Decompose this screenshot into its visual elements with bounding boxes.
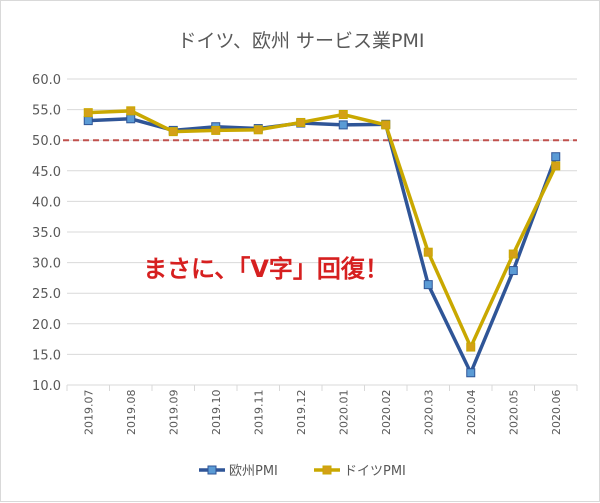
y-tick-label: 40.0 bbox=[32, 195, 61, 210]
annotation: まさに、「V字」回復！ bbox=[143, 255, 389, 283]
x-tick-label: 2020.03 bbox=[422, 390, 435, 436]
data-point bbox=[338, 109, 348, 119]
data-point bbox=[126, 106, 136, 116]
y-tick-label: 60.0 bbox=[32, 73, 61, 88]
data-point bbox=[126, 114, 136, 124]
data-point bbox=[466, 342, 476, 352]
x-tick-label: 2020.01 bbox=[337, 390, 350, 436]
y-tick-label: 25.0 bbox=[32, 287, 61, 302]
data-point bbox=[338, 120, 348, 130]
x-tick-label: 2019.07 bbox=[82, 390, 95, 436]
x-tick-label: 2020.04 bbox=[465, 390, 478, 436]
legend-marker bbox=[207, 465, 217, 475]
x-tick-label: 2020.06 bbox=[550, 390, 563, 436]
x-tick-label: 2019.12 bbox=[295, 390, 308, 436]
data-point bbox=[423, 247, 433, 257]
legend-label: ドイツPMI bbox=[344, 464, 406, 479]
data-point bbox=[83, 108, 93, 118]
data-point bbox=[381, 120, 391, 130]
data-point bbox=[508, 266, 518, 276]
data-point bbox=[551, 152, 561, 162]
legend-marker bbox=[322, 465, 332, 475]
legend-label: 欧州PMI bbox=[229, 464, 278, 479]
y-tick-label: 20.0 bbox=[32, 318, 61, 333]
data-point bbox=[551, 161, 561, 171]
x-tick-label: 2019.09 bbox=[167, 390, 180, 436]
data-point bbox=[423, 280, 433, 290]
x-tick-label: 2020.02 bbox=[380, 390, 393, 436]
data-point bbox=[296, 117, 306, 127]
y-tick-label: 55.0 bbox=[32, 104, 61, 119]
series-line-1 bbox=[88, 109, 558, 352]
y-tick-label: 10.0 bbox=[32, 379, 61, 394]
y-tick-label: 50.0 bbox=[32, 134, 61, 149]
y-tick-label: 30.0 bbox=[32, 257, 61, 272]
data-point bbox=[83, 116, 93, 126]
y-tick-label: 35.0 bbox=[32, 226, 61, 241]
data-point bbox=[211, 125, 221, 135]
chart-title: ドイツ、欧州 サービス業PMI bbox=[178, 30, 425, 52]
y-tick-label: 45.0 bbox=[32, 165, 61, 180]
x-tick-label: 2019.08 bbox=[125, 390, 138, 436]
x-tick-label: 2019.11 bbox=[252, 390, 265, 436]
x-tick-label: 2020.05 bbox=[507, 390, 520, 436]
data-point bbox=[466, 368, 476, 378]
series-line-0 bbox=[88, 117, 558, 378]
data-point bbox=[168, 127, 178, 137]
data-point bbox=[253, 125, 263, 135]
x-tick-label: 2019.10 bbox=[210, 390, 223, 436]
data-point bbox=[508, 249, 518, 259]
y-tick-label: 15.0 bbox=[32, 348, 61, 363]
